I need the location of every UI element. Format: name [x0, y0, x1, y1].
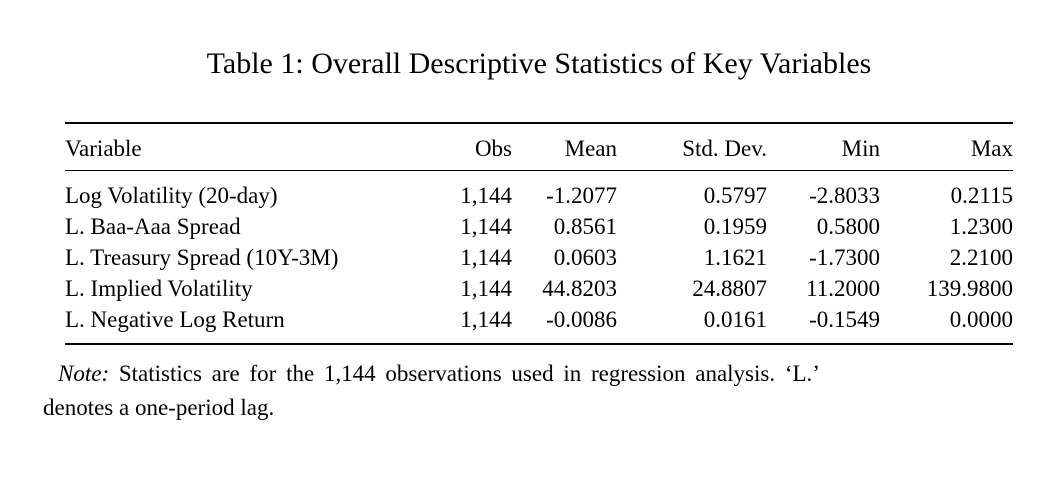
- cell-variable: L. Baa-Aaa Spread: [65, 214, 241, 239]
- cell-mean: -1.2077: [546, 183, 617, 208]
- cell-mean: 44.8203: [542, 276, 617, 301]
- table-row: L. Treasury Spread (10Y-3M) 1,144 0.0603…: [65, 242, 1013, 273]
- column-header-variable: Variable: [65, 123, 450, 171]
- table-row: L. Negative Log Return 1,144 -0.0086 0.0…: [65, 304, 1013, 344]
- cell-std-dev: 24.8807: [692, 276, 767, 301]
- column-header-std-dev: Std. Dev.: [617, 123, 767, 171]
- table-row: Log Volatility (20-day) 1,144 -1.2077 0.…: [65, 171, 1013, 212]
- cell-obs: 1,144: [460, 214, 512, 239]
- note-line-1-text: Statistics are for the 1,144 observation…: [118, 361, 820, 386]
- note-label: Note:: [58, 361, 110, 386]
- cell-min: 11.2000: [806, 276, 880, 301]
- cell-variable: L. Implied Volatility: [65, 276, 253, 301]
- table-title: Table 1: Overall Descriptive Statistics …: [206, 47, 872, 80]
- cell-mean: 0.8561: [553, 214, 617, 239]
- cell-std-dev: 1.1621: [703, 245, 767, 270]
- table-header: Variable Obs Mean Std. Dev. Min Max: [65, 123, 1013, 171]
- note-line-1: Note: Statistics are for the 1,144 obser…: [43, 357, 1060, 391]
- cell-mean: -0.0086: [546, 307, 617, 332]
- note-line-2: denotes a one-period lag.: [43, 395, 275, 420]
- cell-max: 0.0000: [949, 307, 1013, 332]
- table-note: Note: Statistics are for the 1,144 obser…: [43, 357, 1060, 425]
- cell-variable: L. Negative Log Return: [65, 307, 285, 332]
- cell-min: -0.1549: [809, 307, 880, 332]
- cell-variable: L. Treasury Spread (10Y-3M): [65, 245, 339, 270]
- cell-min: 0.5800: [816, 214, 880, 239]
- cell-variable: Log Volatility (20-day): [65, 183, 278, 208]
- descriptive-statistics-table: Variable Obs Mean Std. Dev. Min Max Log …: [65, 122, 1013, 345]
- column-header-min: Min: [767, 123, 880, 171]
- cell-obs: 1,144: [460, 183, 512, 208]
- column-header-max: Max: [880, 123, 1013, 171]
- table-row: L. Baa-Aaa Spread 1,144 0.8561 0.1959 0.…: [65, 211, 1013, 242]
- cell-max: 0.2115: [950, 183, 1013, 208]
- table-body: Log Volatility (20-day) 1,144 -1.2077 0.…: [65, 171, 1013, 345]
- cell-min: -1.7300: [809, 245, 880, 270]
- cell-obs: 1,144: [460, 276, 512, 301]
- table-row: L. Implied Volatility 1,144 44.8203 24.8…: [65, 273, 1013, 304]
- cell-std-dev: 0.1959: [703, 214, 767, 239]
- column-header-obs: Obs: [450, 123, 512, 171]
- cell-min: -2.8033: [809, 183, 880, 208]
- cell-max: 2.2100: [949, 245, 1013, 270]
- cell-std-dev: 0.5797: [703, 183, 767, 208]
- cell-max: 1.2300: [949, 214, 1013, 239]
- column-header-mean: Mean: [512, 123, 617, 171]
- cell-obs: 1,144: [460, 307, 512, 332]
- header-row: Variable Obs Mean Std. Dev. Min Max: [65, 123, 1013, 171]
- cell-std-dev: 0.0161: [703, 307, 767, 332]
- cell-max: 139.9800: [926, 276, 1013, 301]
- document-page: Table 1: Overall Descriptive Statistics …: [0, 46, 1060, 494]
- cell-mean: 0.0603: [553, 245, 617, 270]
- cell-obs: 1,144: [460, 245, 512, 270]
